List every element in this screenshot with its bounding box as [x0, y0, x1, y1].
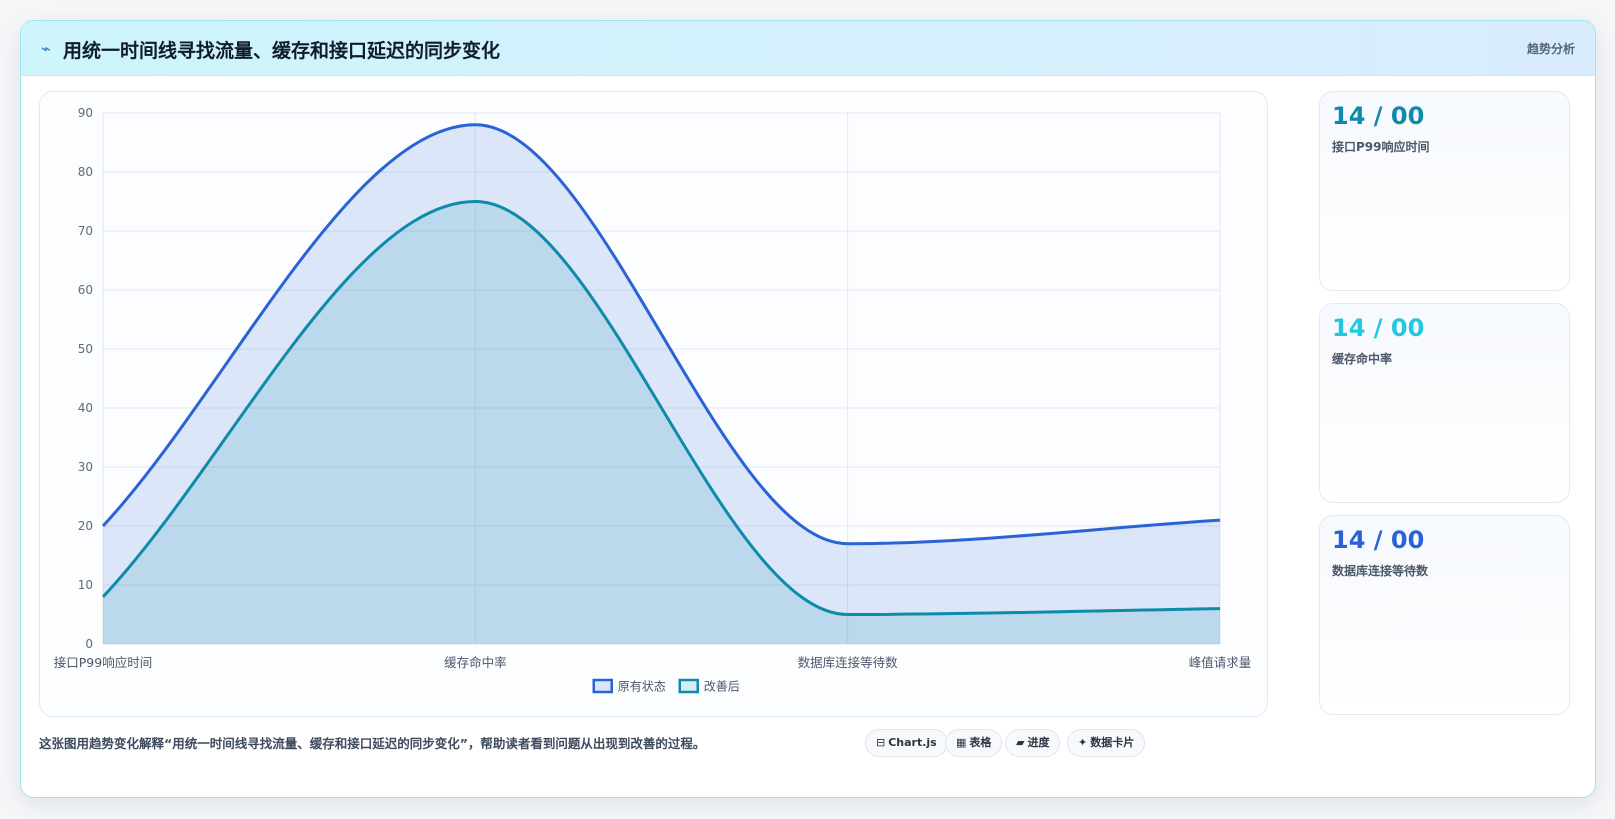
legend-label: 改善后 — [704, 679, 740, 694]
tag-label: 表格 — [969, 736, 992, 749]
y-tick-label: 0 — [85, 637, 93, 651]
lightning-icon: ⌁ — [41, 39, 51, 58]
x-tick-label: 峰值请求量 — [1189, 655, 1252, 670]
tag-label: 数据卡片 — [1090, 736, 1135, 749]
y-tick-label: 80 — [78, 165, 93, 179]
x-tick-label: 数据库连接等待数 — [798, 655, 899, 670]
stat-label: 缓存命中率 — [1332, 352, 1393, 366]
stat-value: 14 / 00 — [1332, 526, 1425, 554]
y-tick-label: 10 — [78, 578, 93, 592]
stat-label: 数据库连接等待数 — [1332, 564, 1429, 578]
tag-label: Chart.js — [888, 736, 937, 749]
stat-value: 14 / 00 — [1332, 102, 1425, 130]
y-tick-label: 50 — [78, 342, 93, 356]
tag-data-card[interactable]: ✦ 数据卡片 — [1067, 729, 1146, 757]
series-areas — [103, 124, 1220, 645]
y-tick-label: 20 — [78, 519, 93, 533]
table-icon: ▦ — [956, 736, 967, 749]
series-line-1 — [101, 199, 1221, 617]
x-tick-labels: 接口P99响应时间 缓存命中率 数据库连接等待数 峰值请求量 — [54, 655, 1251, 670]
legend-label: 原有状态 — [618, 680, 666, 694]
tag-progress[interactable]: ▰ 进度 — [1005, 729, 1061, 757]
series-area-1 — [103, 201, 1220, 644]
chart-icon: ⊟ — [876, 736, 886, 749]
y-tick-label: 60 — [78, 283, 93, 297]
stat-label: 接口P99响应时间 — [1332, 140, 1430, 154]
tag-label: 进度 — [1027, 736, 1050, 749]
stat-value: 14 / 00 — [1332, 314, 1425, 342]
series-area-0 — [103, 124, 1220, 645]
legend: 原有状态 改善后 — [592, 678, 740, 694]
stat-card-db-wait: 14 / 00 数据库连接等待数 — [1319, 515, 1570, 715]
y-tick-label: 90 — [78, 106, 93, 120]
page-title: 用统一时间线寻找流量、缓存和接口延迟的同步变化 — [63, 40, 501, 62]
legend-swatch — [592, 678, 613, 694]
chart-description: 这张图用趋势变化解释“用统一时间线寻找流量、缓存和接口延迟的同步变化”，帮助读者… — [39, 736, 706, 751]
stat-card-cache-hit: 14 / 00 缓存命中率 — [1319, 303, 1570, 503]
y-tick-label: 30 — [78, 460, 93, 474]
y-tick-label: 70 — [78, 224, 93, 238]
progress-icon: ▰ — [1016, 736, 1025, 749]
y-tick-label: 40 — [78, 401, 93, 415]
chart-card: ⌁ 用统一时间线寻找流量、缓存和接口延迟的同步变化 趋势分析 0 10 20 30 40… — [20, 20, 1596, 798]
x-tick-label: 缓存命中率 — [444, 655, 507, 670]
y-tick-labels: 0 10 20 30 40 50 60 70 80 90 — [78, 106, 93, 651]
tag-table[interactable]: ▦ 表格 — [945, 729, 1003, 757]
legend-swatch — [678, 678, 699, 694]
tag-chartjs[interactable]: ⊟ Chart.js — [865, 729, 948, 757]
series-lines — [101, 123, 1221, 617]
stat-card-p99: 14 / 00 接口P99响应时间 — [1319, 91, 1570, 291]
sparkle-icon: ✦ — [1078, 736, 1088, 749]
card-header: ⌁ 用统一时间线寻找流量、缓存和接口延迟的同步变化 趋势分析 — [21, 21, 1595, 76]
chart-panel: 0 10 20 30 40 50 60 70 80 90 接口P99响应时间 缓存命中率 数据库连接等… — [39, 91, 1268, 717]
series-line-0 — [101, 123, 1221, 546]
header-badge: 趋势分析 — [1526, 42, 1575, 56]
area-chart: 0 10 20 30 40 50 60 70 80 90 接口P99响应时间 缓存命中率 数据库连接等… — [54, 106, 1251, 694]
x-tick-label: 接口P99响应时间 — [54, 655, 152, 670]
